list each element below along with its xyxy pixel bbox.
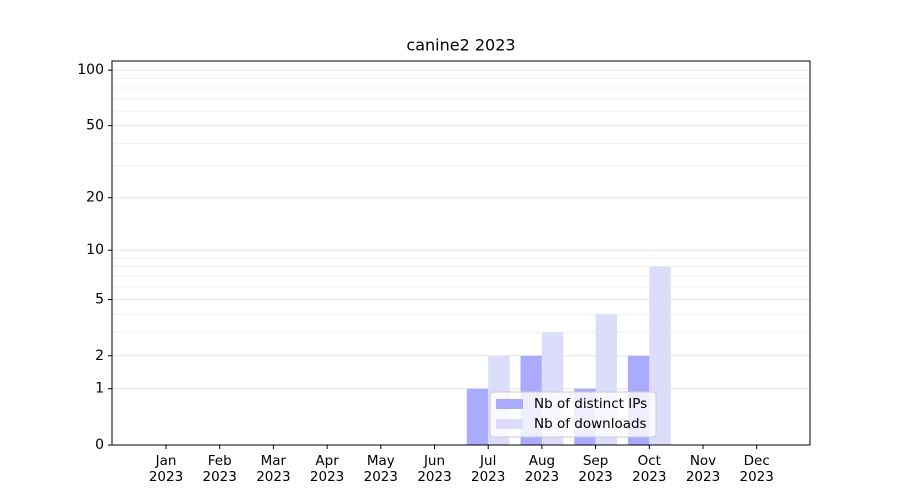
legend-swatch <box>496 399 523 409</box>
legend: Nb of distinct IPs Nb of downloads <box>489 391 657 438</box>
y-tick-label: 2 <box>95 348 104 364</box>
x-tick-label: Aug 2023 <box>524 453 560 485</box>
x-tick-label: Jul 2023 <box>471 453 506 485</box>
y-tick-label: 5 <box>95 291 104 307</box>
x-tick-label: Jan 2023 <box>148 453 184 485</box>
x-tick-label: May 2023 <box>363 453 398 485</box>
plot-frame <box>111 60 811 446</box>
x-tick-label: Jun 2023 <box>417 453 452 485</box>
y-tick-label: 100 <box>77 62 104 78</box>
bar <box>466 388 489 445</box>
x-tick-label: Oct 2023 <box>632 453 667 485</box>
x-tick-label: Apr 2023 <box>309 453 345 485</box>
x-tick-label: Mar 2023 <box>256 453 291 485</box>
y-tick-label: 10 <box>86 242 104 258</box>
x-tick-label: Feb 2023 <box>202 453 237 485</box>
legend-label: Nb of downloads <box>534 416 647 432</box>
y-tick-label: 0 <box>95 437 104 453</box>
y-tick-label: 20 <box>86 190 104 206</box>
y-tick-label: 1 <box>95 381 104 397</box>
legend-box <box>489 391 657 438</box>
x-tick-label: Sep 2023 <box>578 453 613 485</box>
y-tick-label: 50 <box>86 118 104 134</box>
x-tick-label: Nov 2023 <box>685 453 721 485</box>
chart-title: canine2 2023 <box>406 36 515 55</box>
legend-swatch <box>496 419 523 429</box>
legend-label: Nb of distinct IPs <box>534 396 647 412</box>
x-tick-label: Dec 2023 <box>739 453 774 485</box>
